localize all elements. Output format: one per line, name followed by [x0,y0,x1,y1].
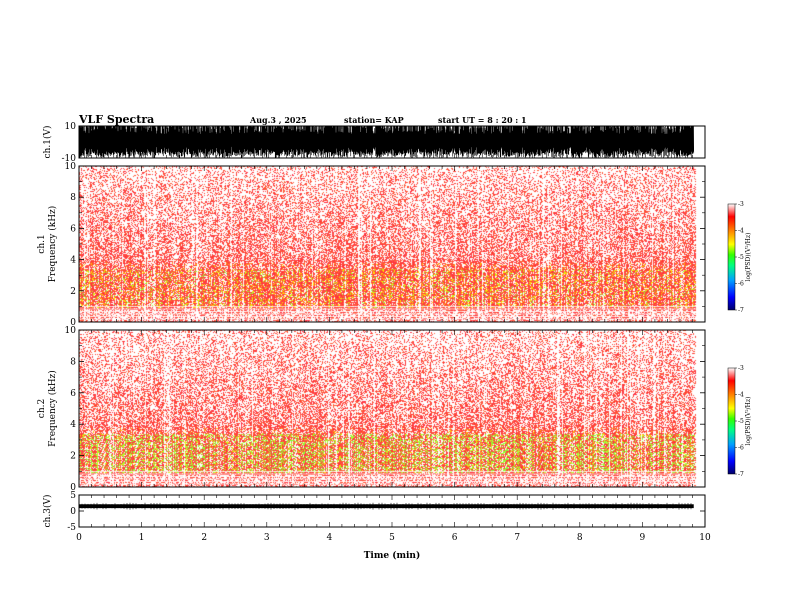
vlf-figure: VLF Spectra Aug.3 , 2025 station= KAP st… [0,0,792,612]
ch2-spectrogram-ytick-label: 6 [70,389,76,399]
ch2-spectrogram-ytick-label: 8 [70,357,76,367]
x-tick-label: 6 [452,533,458,543]
ch1-spectrogram-ytick-label: 2 [70,287,76,297]
ch1-waveform-ylabel: ch.1(V) [42,126,53,159]
ch1-spectrogram-ytick-label: 8 [70,193,76,203]
ch3-waveform-trace [79,504,694,508]
ch2-spectrogram-image [79,330,705,487]
ch1-spectrogram-ytick-label: 4 [70,256,76,266]
ch1-spectrogram-cb-tick-label: -6 [738,281,744,288]
ch1-spectrogram-image [79,166,705,322]
ch1-waveform-ytick-label: 10 [65,122,77,132]
x-tick-label: 0 [76,533,82,543]
ch2-spectrogram-ylabel: ch.2 [37,399,47,418]
x-tick-label: 2 [201,533,207,543]
ch2-spectrogram-ylabel: Frequency (kHz) [47,370,58,447]
ch2-spectrogram-cb-tick-label: -6 [738,445,744,452]
header-station: station= KAP [344,115,404,125]
ch3-waveform-ytick-label: 5 [70,491,76,501]
x-tick-label: 1 [139,533,145,543]
header-date: Aug.3 , 2025 [249,115,307,125]
x-tick-label: 9 [640,533,646,543]
ch1-waveform-trace [79,126,694,158]
ch3-waveform-ytick-label: -5 [67,523,76,533]
ch2-spectrogram-cb-tick-label: -3 [738,365,744,372]
x-tick-label: 10 [699,533,711,543]
ch1-spectrogram-ytick-label: 6 [70,224,76,234]
ch1-spectrogram-cb-tick-label: -5 [738,254,744,261]
x-tick-label: 4 [327,533,333,543]
ch1-spectrogram-ylabel: Frequency (kHz) [47,206,58,283]
ch1-spectrogram-ylabel: ch.1 [37,234,47,253]
ch2-spectrogram-ytick-label: 2 [70,452,76,462]
ch2-spectrogram-cb-tick-label: -5 [738,418,744,425]
x-tick-label: 3 [264,533,270,543]
ch1-spectrogram-cb-tick-label: -3 [738,201,744,208]
ch2-spectrogram-colorbar [728,368,735,474]
ch2-spectrogram-ytick-label: 10 [65,326,77,336]
x-tick-label: 8 [577,533,583,543]
ch1-spectrogram-cb-tick-label: -4 [738,228,744,235]
x-tick-label: 7 [514,533,520,543]
ch2-spectrogram-cb-tick-label: -4 [738,392,744,399]
figure-title: VLF Spectra [78,113,154,126]
ch1-spectrogram-cb-tick-label: -7 [738,307,744,314]
ch1-spectrogram-ytick-label: 10 [65,162,77,172]
ch1-spectrogram-cb-label: log(PSD)(V²/Hz) [745,233,752,282]
ch2-spectrogram-ytick-label: 4 [70,420,76,430]
ch3-waveform-ytick-label: 0 [70,507,76,517]
ch1-spectrogram-colorbar [728,204,735,310]
x-tick-label: 5 [389,533,395,543]
ch2-spectrogram-cb-label: log(PSD)(V²/Hz) [745,397,752,446]
x-axis-label: Time (min) [364,550,421,561]
ch3-waveform-ylabel: ch.3(V) [42,495,53,528]
ch2-spectrogram-cb-tick-label: -7 [738,471,744,478]
panels-group: 10-10ch.1(V)-3-4-5-6-7log(PSD)(V²/Hz)024… [37,122,752,561]
header-start-ut: start UT = 8 : 20 : 1 [438,115,527,125]
